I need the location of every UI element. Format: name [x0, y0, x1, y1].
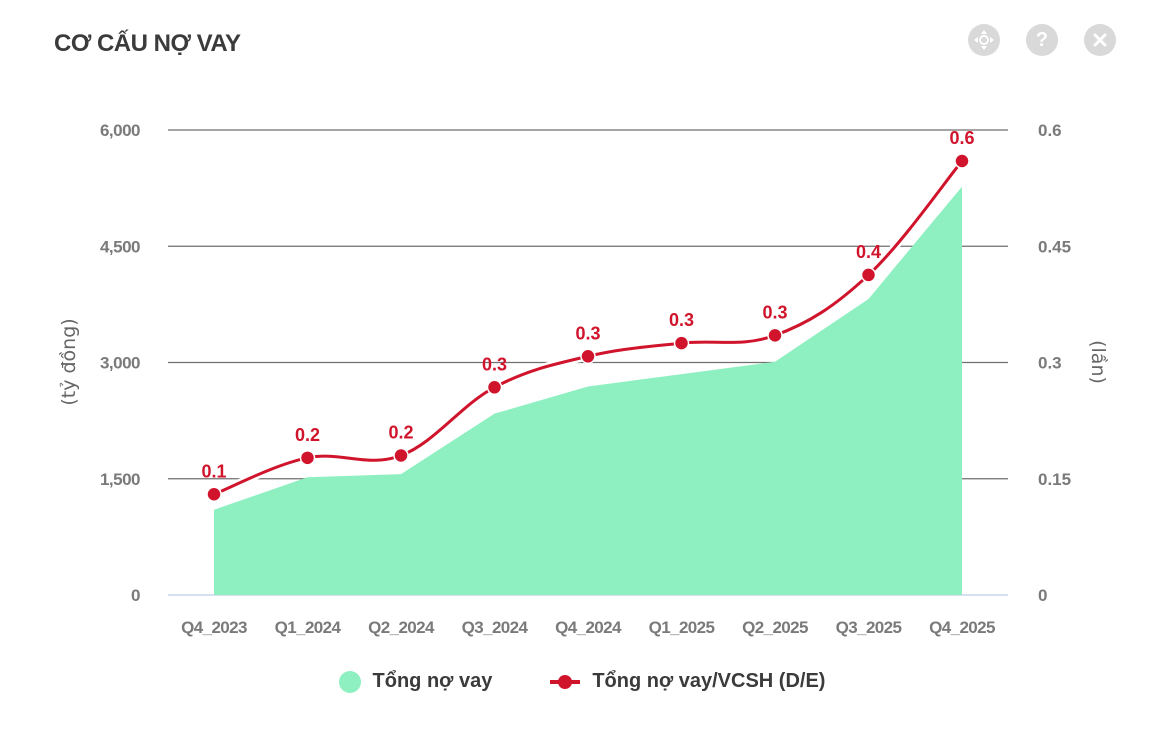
- y-axis-title: (tỷ đồng): [58, 318, 80, 405]
- close-glyph: [1093, 33, 1107, 47]
- y-tick-label: 4,500: [100, 237, 140, 256]
- y-tick-label: 1,500: [100, 470, 140, 489]
- data-label: 0.3: [669, 310, 694, 330]
- line-point: [580, 348, 596, 365]
- y-tick-label: 3,000: [100, 354, 140, 373]
- line-point: [393, 447, 409, 464]
- data-label: 0.6: [949, 128, 974, 148]
- y-tick-label: 6,000: [100, 121, 140, 140]
- data-label: 0.3: [575, 323, 600, 343]
- line-point: [299, 450, 316, 466]
- legend-label-debt: Tổng nợ vay: [372, 670, 493, 692]
- x-tick-label: Q3_2024: [462, 618, 529, 637]
- move-glyph: [974, 30, 994, 50]
- data-label: 0.2: [295, 425, 320, 445]
- legend-item-de-ratio[interactable]: Tổng nợ vay/VCSH (D/E): [550, 670, 825, 693]
- chart-toolbar: ?: [968, 24, 1116, 56]
- x-tick-label: Q4_2024: [555, 618, 622, 637]
- help-icon[interactable]: ?: [1026, 24, 1058, 56]
- y2-tick-label: 0.6: [1038, 121, 1062, 140]
- y-tick-label: 0: [131, 586, 140, 605]
- data-label: 0.3: [762, 302, 787, 322]
- line-point: [673, 335, 690, 351]
- data-label: 0.1: [201, 461, 226, 481]
- x-tick-label: Q4_2023: [181, 618, 247, 637]
- legend-label-de-ratio: Tổng nợ vay/VCSH (D/E): [592, 670, 826, 692]
- line-point: [860, 267, 877, 283]
- x-tick-label: Q1_2024: [275, 618, 342, 637]
- data-label: 0.3: [482, 354, 507, 374]
- x-tick-label: Q3_2025: [836, 618, 902, 637]
- chart-plot: 0 1,500 3,000 4,500 6,000 0 0.15 0.3 0.45 0.6 (tỷ …: [58, 121, 1109, 637]
- y2-tick-label: 0: [1038, 586, 1047, 605]
- data-label: 0.2: [388, 423, 413, 443]
- x-tick-label: Q1_2025: [649, 618, 715, 637]
- legend-item-debt[interactable]: Tổng nợ vay: [338, 670, 493, 693]
- close-icon[interactable]: [1084, 24, 1116, 56]
- line-point: [206, 486, 222, 502]
- y2-tick-label: 0.45: [1038, 237, 1071, 256]
- chart-legend: Tổng nợ vay Tổng nợ vay/VCSH (D/E): [0, 670, 1164, 693]
- x-tick-label: Q4_2025: [929, 618, 995, 637]
- move-icon[interactable]: [968, 24, 1000, 56]
- line-point: [486, 379, 503, 396]
- area-series-debt: [214, 186, 962, 595]
- y2-tick-label: 0.15: [1038, 470, 1071, 489]
- line-point: [767, 327, 783, 344]
- data-label: 0.4: [856, 242, 881, 262]
- legend-swatch-line: [550, 674, 581, 689]
- x-tick-label: Q2_2024: [368, 618, 435, 637]
- legend-swatch-area: [338, 670, 361, 693]
- x-tick-label: Q2_2025: [742, 618, 808, 637]
- y2-axis-title: (lần): [1087, 340, 1109, 384]
- y2-tick-label: 0.3: [1038, 354, 1062, 373]
- chart-title: CƠ CẤU NỢ VAY: [54, 30, 241, 57]
- line-point: [954, 153, 970, 169]
